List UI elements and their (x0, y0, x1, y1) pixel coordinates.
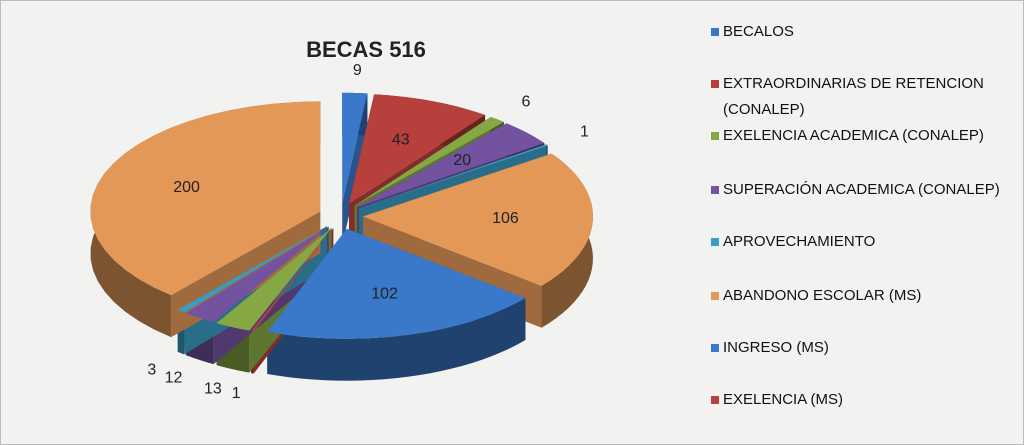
data-label: 12 (165, 369, 183, 386)
data-label: 43 (392, 131, 410, 148)
legend-item: BECALOS (711, 19, 1003, 45)
legend-item: INGRESO (MS) (711, 335, 1003, 361)
legend-item: ABANDONO ESCOLAR (MS) (711, 283, 1003, 309)
legend-label: SUPERACIÓN ACADEMICA (CONALEP) (723, 181, 1000, 198)
legend-swatch (711, 186, 719, 194)
legend-swatch (711, 396, 719, 404)
slice (251, 228, 334, 332)
slice (177, 226, 328, 313)
legend-item: APROVECHAMIENTO (711, 229, 1003, 255)
slice-side (267, 298, 526, 381)
data-label: 20 (453, 152, 471, 169)
legend-swatch (711, 344, 719, 352)
data-label: 13 (204, 380, 222, 397)
legend-label: EXTRAORDINARIAS DE RETENCION (CONALEP) (723, 75, 984, 118)
legend-item: EXELENCIA ACADEMICA (CONALEP) (711, 123, 1003, 149)
legend-label: ABANDONO ESCOLAR (MS) (723, 287, 922, 304)
slice (216, 227, 332, 331)
data-label: 3 (147, 361, 156, 378)
legend-item: EXTRAORDINARIAS DE RETENCION (CONALEP) (711, 71, 1003, 123)
legend-swatch (711, 132, 719, 140)
legend-swatch (711, 28, 719, 36)
data-label: 6 (522, 93, 531, 110)
slice (342, 92, 368, 203)
legend-swatch (711, 292, 719, 300)
legend-swatch (711, 80, 719, 88)
slice-tops (90, 92, 593, 339)
slice (348, 94, 486, 204)
legend-label: EXELENCIA ACADEMICA (CONALEP) (723, 127, 984, 144)
legend-item: EXELENCIA (MS) (711, 387, 1003, 413)
data-label: 1 (580, 123, 589, 140)
data-label: 102 (371, 286, 398, 303)
slice (357, 123, 545, 208)
slice (358, 144, 548, 209)
legend-swatch (711, 238, 719, 246)
data-labels: 9 43 6 20 1 106 102 1 13 12 3 200 (147, 62, 589, 402)
slice (354, 116, 504, 206)
slice (267, 228, 526, 339)
data-label: 200 (173, 179, 200, 196)
legend-label: EXELENCIA (MS) (723, 391, 844, 408)
legend-item: SUPERACIÓN ACADEMICA (CONALEP) (711, 177, 1003, 203)
legend-label: INGRESO (MS) (723, 339, 829, 356)
slice (362, 153, 593, 286)
slice (185, 226, 329, 323)
legend-label: BECALOS (723, 23, 794, 40)
slice (90, 101, 321, 296)
chart-title: BECAS 516 (306, 37, 426, 62)
data-label: 106 (492, 210, 519, 227)
data-label: 9 (353, 62, 362, 79)
legend-label: APROVECHAMIENTO (723, 233, 876, 250)
data-label: 1 (232, 385, 241, 402)
